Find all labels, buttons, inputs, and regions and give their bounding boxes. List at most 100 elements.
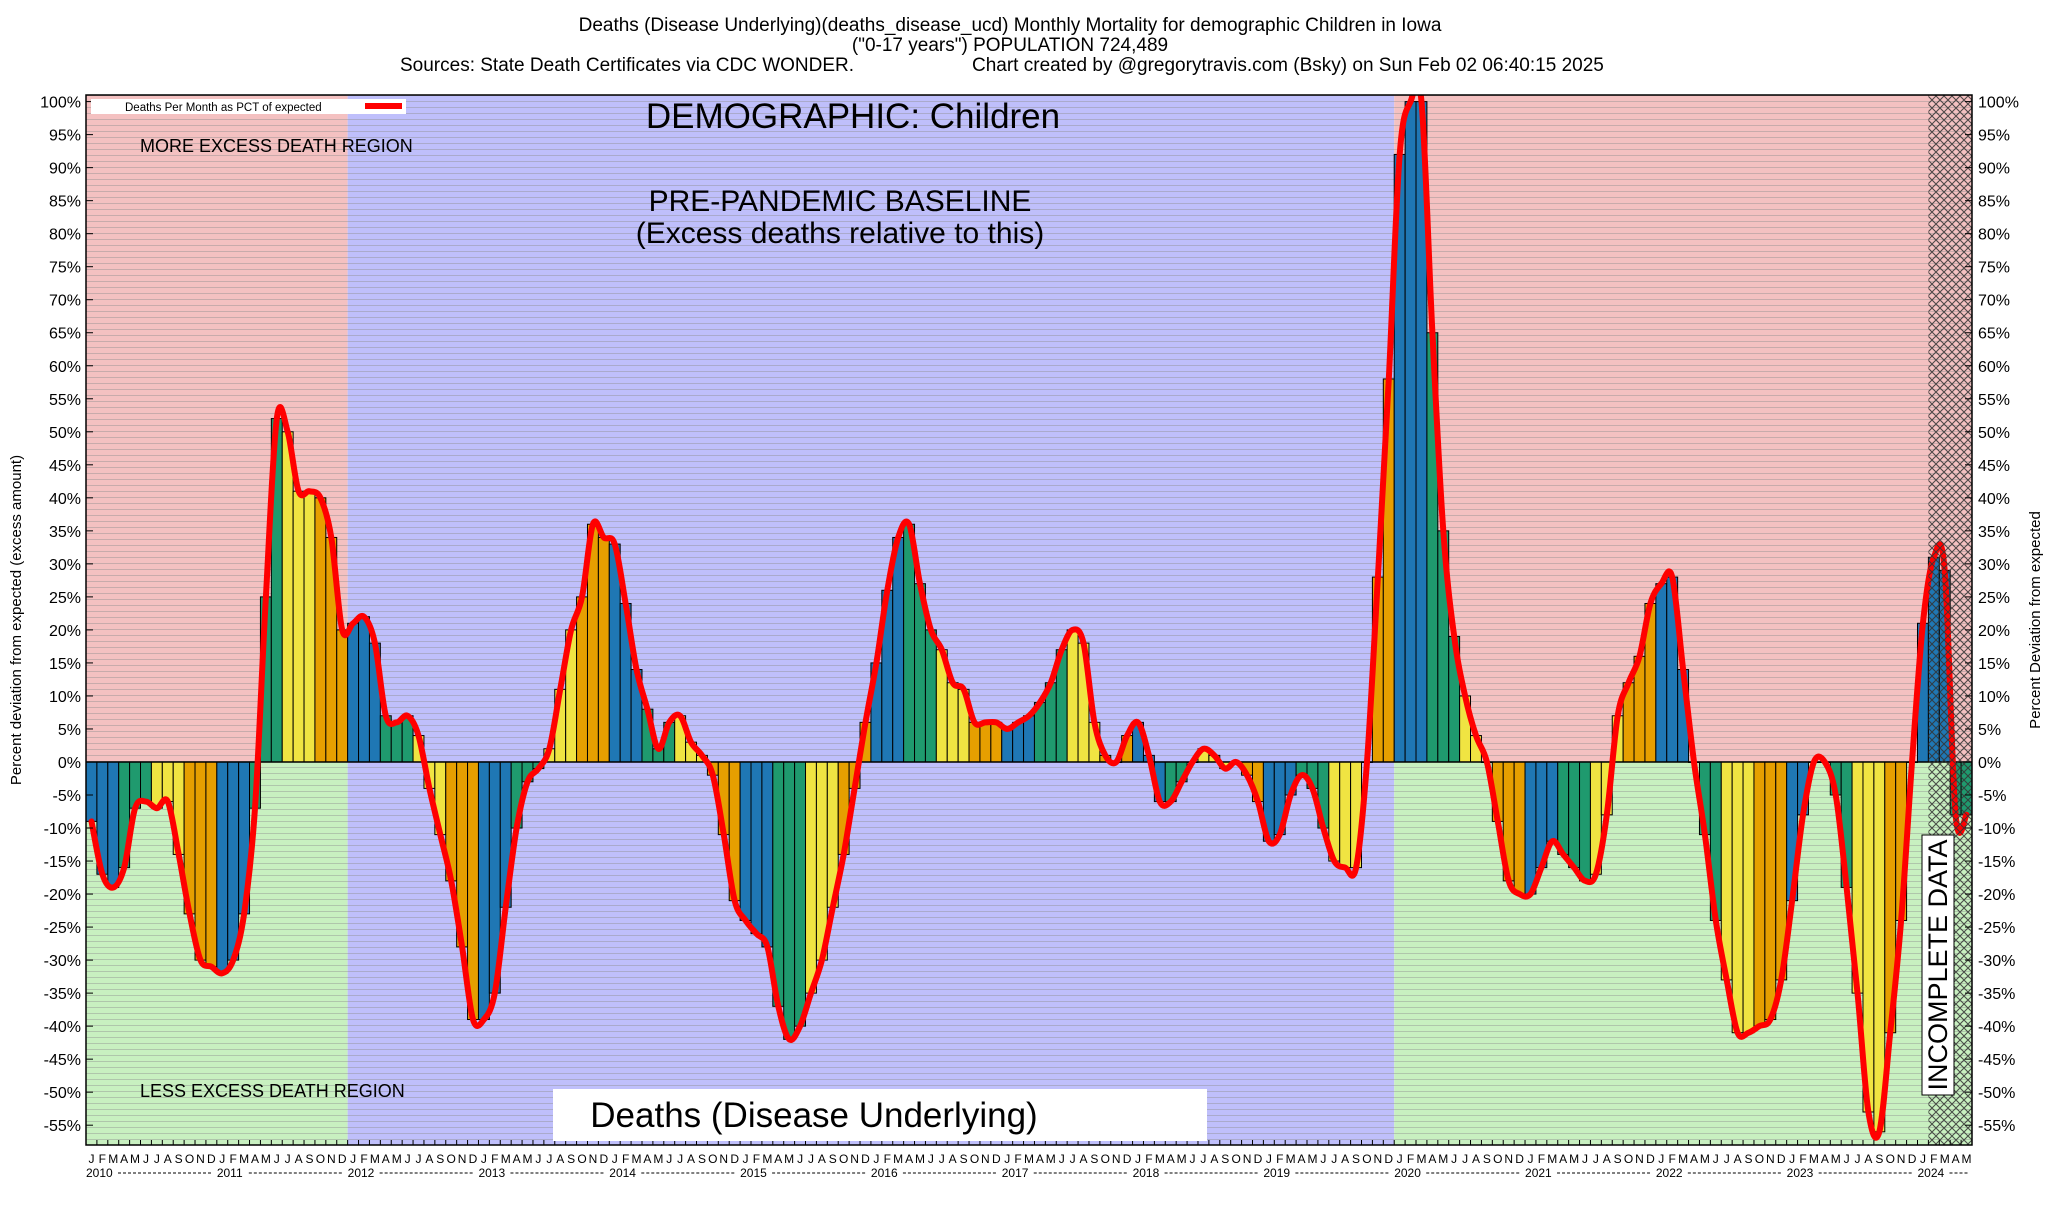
x-month-label: A <box>251 1152 259 1166</box>
bar <box>303 490 316 763</box>
x-month-label: F <box>230 1152 237 1166</box>
x-month-label: N <box>1897 1152 1906 1166</box>
baseline-label-2: (Excess deaths relative to this) <box>636 217 1045 250</box>
x-month-label: M <box>1678 1152 1688 1166</box>
x-month-label: J <box>546 1152 552 1166</box>
y-tick-label-right: -30% <box>1978 953 2015 970</box>
x-month-label: M <box>784 1152 794 1166</box>
x-month-label: M <box>653 1152 663 1166</box>
y-tick-label-left: -25% <box>44 920 81 937</box>
x-month-label: D <box>599 1152 608 1166</box>
more-excess-label: MORE EXCESS DEATH REGION <box>140 136 413 156</box>
x-month-label: F <box>1538 1152 1545 1166</box>
x-month-label: J <box>154 1152 160 1166</box>
y-tick-label-right: 45% <box>1978 458 2010 475</box>
x-month-label: J <box>1527 1152 1533 1166</box>
x-month-label: J <box>274 1152 280 1166</box>
bar <box>576 596 588 763</box>
y-tick-label-left: -5% <box>53 788 81 805</box>
y-tick-label-right: -10% <box>1978 821 2015 838</box>
x-month-label: J <box>535 1152 541 1166</box>
x-month-label: S <box>960 1152 968 1166</box>
x-month-label: J <box>612 1152 618 1166</box>
x-month-label: M <box>1962 1152 1972 1166</box>
x-month-label: O <box>316 1152 325 1166</box>
x-month-label: J <box>1844 1152 1850 1166</box>
x-month-label: S <box>1221 1152 1229 1166</box>
x-month-label: J <box>1004 1152 1010 1166</box>
bar <box>1066 629 1079 763</box>
y-tick-label-left: 5% <box>58 722 81 739</box>
x-month-label: M <box>762 1152 772 1166</box>
x-month-label: F <box>1669 1152 1676 1166</box>
x-month-label: J <box>808 1152 814 1166</box>
bar <box>1404 101 1417 763</box>
x-year-label: 2023 <box>1787 1166 1814 1180</box>
x-month-label: M <box>1046 1152 1056 1166</box>
x-month-label: M <box>1155 1152 1165 1166</box>
x-month-label: M <box>1177 1152 1187 1166</box>
y-tick-label-right: 85% <box>1978 194 2010 211</box>
bar <box>903 523 916 763</box>
x-month-label: A <box>949 1152 957 1166</box>
x-month-label: O <box>447 1152 456 1166</box>
footer-title-box <box>553 1089 1207 1141</box>
y-tick-label-left: 10% <box>49 689 81 706</box>
y-tick-label-left: 0% <box>58 755 81 772</box>
x-month-label: A <box>1472 1152 1480 1166</box>
x-month-label: J <box>1059 1152 1065 1166</box>
y-tick-label-left: -55% <box>44 1118 81 1135</box>
y-tick-label-right: -35% <box>1978 986 2015 1003</box>
x-month-label: O <box>577 1152 586 1166</box>
x-month-label: S <box>1352 1152 1360 1166</box>
x-month-label: S <box>175 1152 183 1166</box>
y-tick-label-right: 40% <box>1978 491 2010 508</box>
y-tick-label-left: 35% <box>49 524 81 541</box>
x-month-label: O <box>708 1152 717 1166</box>
bar <box>390 721 403 763</box>
y-tick-label-left: -30% <box>44 953 81 970</box>
x-month-label: A <box>513 1152 521 1166</box>
bar <box>1546 761 1559 842</box>
bar <box>347 622 360 763</box>
x-month-label: A <box>295 1152 303 1166</box>
plot-frame <box>85 94 1973 1146</box>
x-month-label: S <box>1614 1152 1622 1166</box>
x-month-label: O <box>1362 1152 1371 1166</box>
x-month-label: J <box>1593 1152 1599 1166</box>
x-month-label: N <box>1243 1152 1252 1166</box>
x-month-label: D <box>1908 1152 1917 1166</box>
x-month-label: J <box>1135 1152 1141 1166</box>
y-axis-title-right: Percent Deviation from expected <box>2027 511 2044 729</box>
x-month-label: S <box>1745 1152 1753 1166</box>
bar <box>979 721 992 763</box>
y-tick-label-right: 35% <box>1978 524 2010 541</box>
x-month-label: F <box>1014 1152 1021 1166</box>
x-month-label: F <box>884 1152 891 1166</box>
title-line-3-credit: Chart created by @gregorytravis.com (Bsk… <box>972 55 1604 76</box>
x-month-label: O <box>839 1152 848 1166</box>
x-month-label: M <box>1809 1152 1819 1166</box>
bar <box>1557 761 1570 855</box>
bar <box>281 431 294 763</box>
x-month-label: J <box>1855 1152 1861 1166</box>
y-tick-label-right: 100% <box>1978 95 2019 112</box>
x-month-label: O <box>1493 1152 1502 1166</box>
x-month-label: J <box>1462 1152 1468 1166</box>
y-tick-label-right: -15% <box>1978 854 2015 871</box>
x-month-label: N <box>589 1152 598 1166</box>
x-month-label: M <box>130 1152 140 1166</box>
y-tick-label-right: -20% <box>1978 887 2015 904</box>
x-month-label: S <box>829 1152 837 1166</box>
bar <box>924 629 937 763</box>
y-tick-label-right: -5% <box>1978 788 2006 805</box>
bar <box>1524 761 1537 895</box>
x-month-label: J <box>1724 1152 1730 1166</box>
y-tick-label-left: 30% <box>49 557 81 574</box>
x-month-label: J <box>1451 1152 1457 1166</box>
x-month-label: M <box>915 1152 925 1166</box>
x-month-label: D <box>1254 1152 1263 1166</box>
x-month-label: N <box>1766 1152 1775 1166</box>
y-tick-label-right: -55% <box>1978 1118 2015 1135</box>
x-month-label: M <box>632 1152 642 1166</box>
